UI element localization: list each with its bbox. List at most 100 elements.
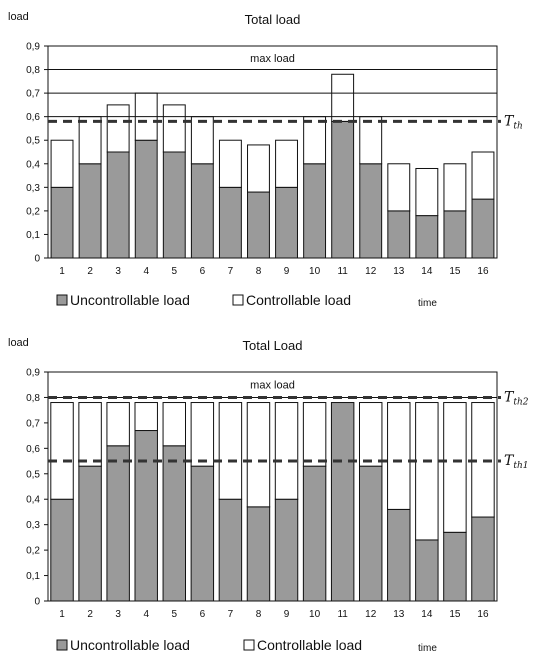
bar-controllable-5	[162, 402, 187, 447]
legend-swatch-uncontrollable	[56, 294, 68, 306]
max-load-label: max load	[250, 380, 295, 392]
x-tick-label: 14	[421, 266, 433, 277]
x-tick-label: 7	[228, 609, 234, 620]
y-tick-label: 0,1	[26, 571, 40, 582]
bar-uncontrollable-13	[387, 210, 411, 259]
bar-uncontrollable-8	[246, 506, 271, 602]
bar-uncontrollable-7	[218, 186, 242, 259]
x-tick-label: 9	[284, 609, 290, 620]
bar-controllable-15	[443, 163, 467, 212]
y-axis-label: load	[8, 337, 29, 349]
legend-swatch-controllable	[232, 294, 244, 306]
y-tick-label: 0	[34, 254, 40, 265]
bar-controllable-13	[387, 402, 411, 510]
x-tick-label: 6	[200, 609, 206, 620]
x-tick-label: 3	[115, 266, 121, 277]
bar-controllable-10	[303, 116, 327, 165]
x-tick-label: 14	[421, 609, 433, 620]
bar-controllable-7	[218, 402, 243, 500]
bar-uncontrollable-9	[274, 498, 299, 602]
bar-controllable-14	[415, 402, 439, 541]
bar-controllable-14	[415, 167, 439, 217]
bar-uncontrollable-15	[443, 531, 467, 602]
legend-swatch-controllable	[243, 639, 255, 651]
y-tick-label: 0,3	[26, 520, 40, 531]
x-tick-label: 16	[477, 609, 489, 620]
bar-controllable-6	[190, 116, 214, 165]
legend-label-controllable: Controllable load	[257, 637, 362, 653]
x-tick-label: 2	[87, 266, 93, 277]
threshold-label: Tth1	[504, 453, 528, 471]
bar-uncontrollable-6	[190, 163, 214, 259]
bar-uncontrollable-13	[387, 508, 411, 602]
y-tick-label: 0,4	[26, 495, 40, 506]
x-tick-label: 4	[143, 266, 149, 277]
bar-controllable-11	[331, 73, 355, 122]
x-tick-label: 10	[309, 266, 321, 277]
bar-uncontrollable-2	[78, 465, 102, 602]
bar-controllable-1	[50, 402, 74, 500]
x-tick-label: 2	[87, 609, 93, 620]
total-load-chart-bottom: Total Load load 0 0,1 0,2 0,3 0,4 0,5 0,6 0,7 0,8 0…	[8, 337, 529, 654]
bar-uncontrollable-9	[275, 186, 298, 259]
x-tick-label: 11	[337, 266, 348, 277]
x-axis-label: time	[418, 298, 437, 309]
x-tick-label: 6	[200, 266, 206, 277]
x-tick-label: 8	[256, 266, 262, 277]
bar-controllable-3	[106, 104, 130, 153]
bar-uncontrollable-5	[162, 445, 187, 602]
x-tick-label: 7	[228, 266, 234, 277]
bar-controllable-8	[246, 402, 271, 508]
x-tick-label: 1	[59, 266, 65, 277]
bar-uncontrollable-2	[78, 163, 102, 259]
legend-label-controllable: Controllable load	[246, 292, 351, 308]
bar-controllable-15	[443, 402, 467, 533]
bar-uncontrollable-5	[162, 151, 186, 259]
x-tick-label: 13	[393, 266, 405, 277]
bar-uncontrollable-4	[134, 430, 158, 602]
bar-controllable-4	[134, 402, 158, 432]
bar-controllable-12	[359, 116, 383, 165]
bar-controllable-5	[162, 104, 186, 153]
bar-uncontrollable-16	[471, 516, 495, 602]
bar-uncontrollable-12	[358, 465, 383, 602]
total-load-chart-top: Total load load 0 0,1 0,2 0,3 0,4 0,5 0,6 0,7 0,8 0…	[8, 11, 523, 309]
plot-frame	[47, 371, 498, 602]
x-tick-label: 15	[449, 266, 461, 277]
bar-controllable-1	[50, 139, 74, 188]
bar-controllable-13	[387, 163, 411, 212]
y-tick-label: 0,4	[26, 159, 40, 170]
y-tick-label: 0,2	[26, 546, 40, 557]
y-tick-label: 0,2	[26, 206, 40, 217]
y-tick-label: 0,3	[26, 183, 40, 194]
bar-uncontrollable-14	[415, 215, 439, 259]
x-tick-label: 11	[337, 609, 348, 620]
x-tick-label: 4	[143, 609, 149, 620]
bar-uncontrollable-1	[50, 498, 74, 602]
x-tick-label: 12	[365, 266, 377, 277]
x-axis-label: time	[418, 643, 437, 654]
bar-controllable-3	[106, 402, 130, 447]
legend-label-uncontrollable: Uncontrollable load	[70, 292, 190, 308]
x-tick-label: 10	[309, 609, 321, 620]
y-tick-label: 0,8	[26, 65, 40, 76]
bar-uncontrollable-10	[302, 465, 327, 602]
bar-uncontrollable-12	[359, 163, 383, 259]
bar-controllable-2	[78, 116, 102, 165]
threshold-label: Tth	[504, 113, 523, 131]
y-axis-label: load	[8, 11, 29, 23]
y-tick-label: 0,7	[26, 89, 40, 100]
x-tick-label: 13	[393, 609, 405, 620]
x-tick-label: 8	[256, 609, 262, 620]
bar-controllable-9	[274, 402, 299, 500]
bar-controllable-12	[358, 402, 383, 467]
bar-controllable-16	[471, 151, 495, 200]
bar-uncontrollable-3	[106, 445, 130, 602]
bar-uncontrollable-4	[134, 139, 158, 259]
bar-controllable-8	[247, 144, 270, 193]
bar-controllable-2	[78, 402, 102, 467]
y-tick-label: 0,9	[26, 42, 40, 53]
x-tick-label: 5	[172, 266, 178, 277]
max-load-label: max load	[250, 53, 295, 65]
chart-title: Total load	[245, 12, 301, 27]
